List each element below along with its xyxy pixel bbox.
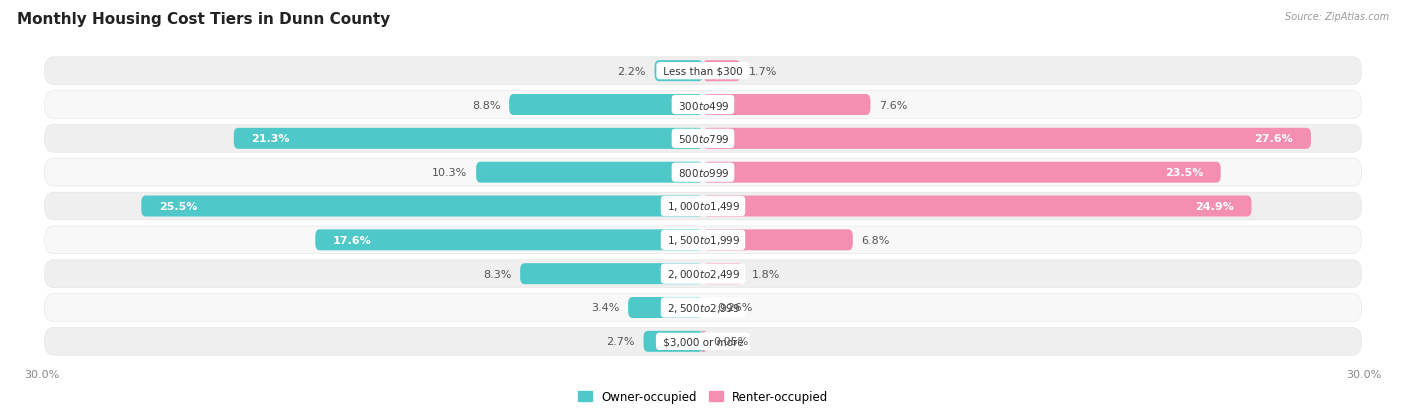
- FancyBboxPatch shape: [45, 125, 1361, 153]
- Text: 8.8%: 8.8%: [472, 100, 501, 110]
- Text: 6.8%: 6.8%: [862, 235, 890, 245]
- FancyBboxPatch shape: [45, 226, 1361, 254]
- FancyBboxPatch shape: [703, 128, 1310, 150]
- FancyBboxPatch shape: [703, 61, 741, 82]
- FancyBboxPatch shape: [509, 95, 703, 116]
- FancyBboxPatch shape: [141, 196, 703, 217]
- Text: $800 to $999: $800 to $999: [675, 167, 731, 179]
- Text: 8.3%: 8.3%: [484, 269, 512, 279]
- Text: Less than $300: Less than $300: [659, 66, 747, 76]
- FancyBboxPatch shape: [477, 162, 703, 183]
- FancyBboxPatch shape: [315, 230, 703, 251]
- Text: $3,000 or more: $3,000 or more: [659, 337, 747, 347]
- Text: 23.5%: 23.5%: [1164, 168, 1204, 178]
- FancyBboxPatch shape: [45, 328, 1361, 355]
- Text: 0.26%: 0.26%: [717, 303, 754, 313]
- Legend: Owner-occupied, Renter-occupied: Owner-occupied, Renter-occupied: [572, 385, 834, 408]
- FancyBboxPatch shape: [703, 162, 1220, 183]
- Text: $300 to $499: $300 to $499: [675, 99, 731, 111]
- FancyBboxPatch shape: [703, 263, 742, 285]
- Text: Source: ZipAtlas.com: Source: ZipAtlas.com: [1285, 12, 1389, 22]
- Text: 10.3%: 10.3%: [432, 168, 467, 178]
- FancyBboxPatch shape: [45, 58, 1361, 85]
- FancyBboxPatch shape: [45, 294, 1361, 322]
- Text: $2,000 to $2,499: $2,000 to $2,499: [665, 268, 741, 280]
- FancyBboxPatch shape: [644, 331, 703, 352]
- FancyBboxPatch shape: [703, 196, 1251, 217]
- Text: 0.05%: 0.05%: [713, 337, 748, 347]
- Text: $2,500 to $2,999: $2,500 to $2,999: [665, 301, 741, 314]
- FancyBboxPatch shape: [45, 260, 1361, 288]
- Text: 3.4%: 3.4%: [591, 303, 619, 313]
- Text: 7.6%: 7.6%: [879, 100, 908, 110]
- Text: Monthly Housing Cost Tiers in Dunn County: Monthly Housing Cost Tiers in Dunn Count…: [17, 12, 389, 27]
- Text: 2.7%: 2.7%: [606, 337, 634, 347]
- FancyBboxPatch shape: [45, 91, 1361, 119]
- Text: 21.3%: 21.3%: [252, 134, 290, 144]
- Text: $1,500 to $1,999: $1,500 to $1,999: [665, 234, 741, 247]
- FancyBboxPatch shape: [703, 230, 853, 251]
- Text: 27.6%: 27.6%: [1254, 134, 1294, 144]
- Text: 24.9%: 24.9%: [1195, 202, 1234, 211]
- Text: $1,000 to $1,499: $1,000 to $1,499: [665, 200, 741, 213]
- Text: 1.7%: 1.7%: [749, 66, 778, 76]
- FancyBboxPatch shape: [655, 61, 703, 82]
- FancyBboxPatch shape: [700, 331, 707, 352]
- FancyBboxPatch shape: [233, 128, 703, 150]
- FancyBboxPatch shape: [45, 192, 1361, 221]
- FancyBboxPatch shape: [45, 159, 1361, 187]
- FancyBboxPatch shape: [703, 95, 870, 116]
- FancyBboxPatch shape: [703, 297, 709, 318]
- Text: 1.8%: 1.8%: [751, 269, 780, 279]
- Text: $500 to $799: $500 to $799: [675, 133, 731, 145]
- FancyBboxPatch shape: [628, 297, 703, 318]
- Text: 17.6%: 17.6%: [333, 235, 371, 245]
- FancyBboxPatch shape: [520, 263, 703, 285]
- Text: 2.2%: 2.2%: [617, 66, 645, 76]
- Text: 25.5%: 25.5%: [159, 202, 197, 211]
